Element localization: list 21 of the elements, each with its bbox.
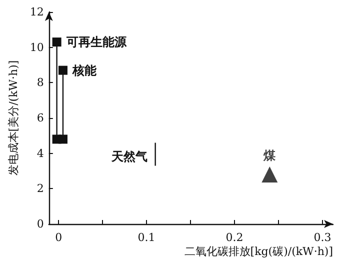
series-label: 煤 xyxy=(262,148,277,163)
y-tick-label: 8 xyxy=(36,76,44,90)
y-tick-label: 6 xyxy=(36,112,44,124)
point xyxy=(58,66,68,75)
point xyxy=(58,134,68,144)
x-tick-label: 0 xyxy=(55,231,62,244)
x-tick-label: 0.3 xyxy=(314,231,332,244)
x-axis-title: 二氧化碳排放[kg(碳)/(kW·h)] xyxy=(184,245,333,258)
y-axis-title: 发电成本[美分/(kW·h)] xyxy=(7,60,20,176)
point xyxy=(262,166,278,183)
y-tick-label: 4 xyxy=(36,146,44,160)
x-tick-label: 0.2 xyxy=(226,231,244,244)
series-label: 可再生能源 xyxy=(65,35,128,50)
series-label: 天然气 xyxy=(110,150,148,164)
y-tick-label: 10 xyxy=(30,40,44,54)
series-label: 核能 xyxy=(71,63,98,78)
x-tick-label: 0.1 xyxy=(138,231,156,244)
y-tick-label: 2 xyxy=(36,182,44,196)
y-tick-label: 0 xyxy=(36,218,44,230)
y-tick-label: 12 xyxy=(30,6,44,18)
point xyxy=(52,38,62,47)
